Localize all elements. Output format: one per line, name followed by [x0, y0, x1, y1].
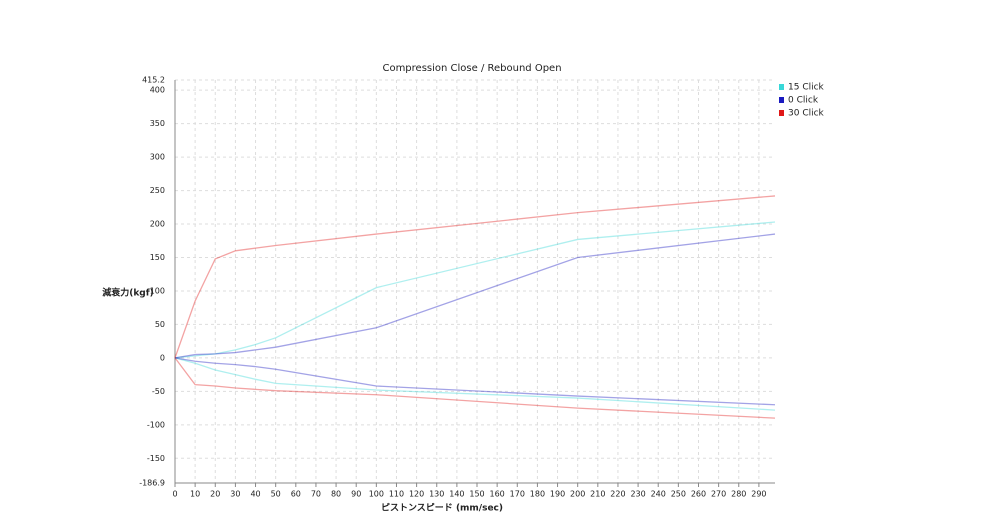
y-tick-label: 250 [150, 186, 165, 195]
x-tick-label: 210 [590, 490, 605, 499]
y-tick-label: -186.9 [139, 479, 165, 488]
legend-swatch [779, 97, 784, 103]
y-tick-label: 100 [150, 286, 165, 295]
x-tick-label: 100 [369, 490, 384, 499]
x-tick-label: 230 [630, 490, 645, 499]
legend-label: 30 Click [788, 109, 825, 119]
y-tick-label: -100 [147, 420, 165, 429]
x-tick-label: 270 [711, 490, 726, 499]
x-tick-label: 0 [172, 490, 177, 499]
y-tick-label: 400 [150, 86, 165, 95]
x-tick-label: 70 [311, 490, 321, 499]
x-tick-label: 250 [671, 490, 686, 499]
x-tick-label: 40 [250, 490, 260, 499]
data-line [174, 195, 776, 359]
chart-title: Compression Close / Rebound Open [382, 63, 561, 74]
legend-label: 0 Click [788, 96, 819, 106]
x-tick-label: 50 [271, 490, 281, 499]
x-tick-label: 200 [570, 490, 585, 499]
x-tick-label: 190 [550, 490, 565, 499]
legend-label: 15 Click [788, 83, 825, 93]
data-line [174, 357, 776, 406]
data-line [174, 357, 776, 419]
legend-swatch [779, 84, 784, 90]
x-tick-label: 280 [731, 490, 746, 499]
x-tick-label: 240 [651, 490, 666, 499]
y-tick-label: 200 [150, 220, 165, 229]
x-tick-label: 150 [469, 490, 484, 499]
x-tick-label: 170 [510, 490, 525, 499]
x-tick-label: 20 [210, 490, 220, 499]
y-tick-label: 0 [160, 353, 165, 362]
x-tick-label: 290 [751, 490, 766, 499]
y-axis-label: 減衰力(kgf) [102, 287, 154, 299]
y-tick-label: 50 [155, 320, 165, 329]
x-tick-label: 160 [490, 490, 505, 499]
y-tick-label: 415.2 [142, 76, 165, 85]
x-tick-label: 130 [429, 490, 444, 499]
x-axis-label: ピストンスピード (mm/sec) [381, 502, 503, 514]
x-tick-label: 180 [530, 490, 545, 499]
x-tick-label: 140 [449, 490, 464, 499]
y-tick-label: -150 [147, 454, 165, 463]
x-tick-label: 120 [409, 490, 424, 499]
x-tick-label: 220 [610, 490, 625, 499]
x-tick-label: 90 [351, 490, 361, 499]
y-tick-label: 300 [150, 153, 165, 162]
x-tick-label: 60 [291, 490, 301, 499]
y-tick-label: -50 [152, 387, 165, 396]
data-line [174, 233, 776, 359]
x-tick-label: 10 [190, 490, 200, 499]
legend-swatch [779, 110, 784, 116]
x-tick-label: 110 [389, 490, 404, 499]
y-tick-label: 150 [150, 253, 165, 262]
data-line [174, 221, 776, 359]
y-tick-label: 350 [150, 119, 165, 128]
x-tick-label: 80 [331, 490, 341, 499]
data-line [174, 357, 776, 411]
x-tick-label: 260 [691, 490, 706, 499]
x-tick-label: 30 [230, 490, 240, 499]
